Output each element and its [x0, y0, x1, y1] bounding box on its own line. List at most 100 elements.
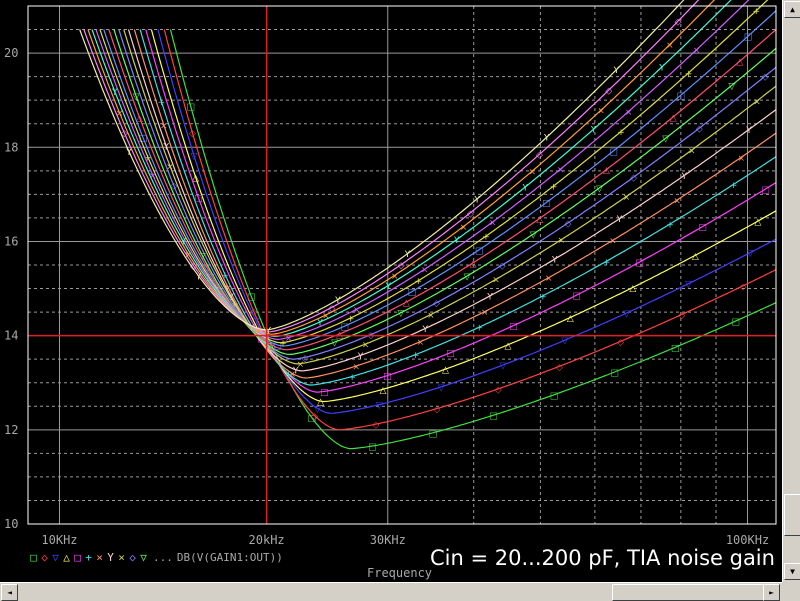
- series-marker: ◇: [328, 304, 335, 314]
- scroll-right-button[interactable]: ►: [763, 584, 780, 601]
- series-marker: Y: [551, 256, 558, 266]
- series-marker: ◇: [372, 421, 379, 431]
- series-line-cin-190: [83, 0, 700, 333]
- arrow-up-icon: ▲: [790, 5, 795, 14]
- series-marker: □: [542, 199, 551, 209]
- series-marker: ◇: [495, 385, 502, 395]
- series-group: □□□□□□□□□□◇◇◇◇◇◇◇◇◇◇▽▽▽ ▽▽▽▽▽▽▽△△△△△△△△△△…: [79, 0, 777, 453]
- series-marker: △: [567, 314, 574, 324]
- series-marker: ×: [427, 311, 435, 321]
- series-marker: △: [136, 114, 143, 124]
- series-marker: ×: [460, 223, 468, 233]
- legend-marker: ◇: [129, 551, 136, 564]
- series-marker: +: [144, 153, 152, 163]
- legend: □ ◇ ▽ △ □ + × Y × ◇ ▽... DB(V(GAIN1:OUT)): [28, 551, 283, 564]
- series-marker: Y: [473, 195, 480, 205]
- legend-marker: ▽: [140, 551, 147, 564]
- series-marker: ▽: [190, 152, 197, 162]
- scroll-down-button[interactable]: ▼: [784, 563, 800, 580]
- series-marker: Y: [422, 325, 429, 335]
- series-marker: □: [194, 194, 203, 204]
- series-marker: ×: [285, 334, 293, 344]
- series-marker: +: [550, 183, 558, 193]
- series-line-cin-100: [123, 29, 777, 365]
- series-marker: ▽: [685, 280, 692, 290]
- series-marker: ◇: [499, 262, 506, 272]
- series-marker: △: [470, 259, 477, 269]
- series-marker: ◇: [250, 307, 257, 317]
- series-marker: □: [744, 33, 753, 43]
- series-marker: +: [666, 220, 674, 230]
- series-marker: Y: [179, 238, 186, 248]
- series-marker: △: [754, 218, 761, 228]
- series-line-cin-90: [127, 29, 777, 372]
- series-marker: □: [383, 372, 392, 382]
- x-tick-label: 30KHz: [370, 533, 406, 547]
- vertical-scroll-thumb[interactable]: [784, 494, 800, 536]
- series-marker: ◇: [189, 129, 196, 139]
- series-marker: +: [685, 69, 693, 79]
- x-tick-label: 20kHz: [249, 533, 285, 547]
- series-marker: ◇: [674, 18, 681, 28]
- series-marker: ◇: [311, 412, 318, 422]
- series-marker: +: [603, 258, 611, 268]
- cursor-lines: [28, 6, 776, 524]
- series-marker: ×: [353, 362, 361, 372]
- series-marker: ◇: [434, 405, 441, 415]
- series-line-cin-140: [103, 10, 777, 347]
- series-marker: □: [677, 92, 686, 102]
- legend-marker: □: [74, 551, 81, 564]
- series-marker: □: [368, 443, 377, 453]
- vertical-scrollbar[interactable]: ▲ ▼: [782, 0, 800, 582]
- series-line-cin-160: [95, 0, 750, 341]
- series-marker: +: [348, 373, 356, 383]
- series-marker: +: [347, 314, 355, 324]
- series-marker: ×: [529, 167, 537, 177]
- legend-marker: ×: [96, 551, 103, 564]
- series-marker: □: [247, 293, 256, 303]
- series-marker: Y: [658, 63, 665, 73]
- series-marker: ×: [557, 165, 565, 175]
- series-marker: ×: [322, 311, 330, 321]
- series-marker: □: [761, 186, 770, 196]
- series-marker: □: [489, 412, 498, 422]
- x-axis-label: Frequency: [367, 566, 433, 580]
- series-marker: +: [414, 277, 422, 287]
- series-marker: ×: [625, 108, 633, 118]
- series-marker: +: [158, 98, 166, 108]
- series-line-cin-170: [91, 0, 732, 338]
- series-marker: +: [617, 128, 625, 138]
- series-marker: ◇: [259, 327, 266, 337]
- horizontal-scrollbar[interactable]: ◄ ►: [0, 582, 782, 601]
- legend-marker: △: [63, 551, 70, 564]
- series-marker: ×: [149, 171, 157, 181]
- series-marker: ×: [288, 370, 296, 380]
- series-marker: ▽: [438, 383, 445, 393]
- series-marker: ×: [297, 360, 305, 370]
- series-marker: Y: [521, 183, 528, 193]
- series-marker: ◇: [302, 354, 309, 364]
- series-marker: □: [698, 223, 707, 233]
- series-marker: ×: [489, 218, 497, 228]
- series-line-cin-70: [139, 29, 777, 386]
- series-marker: ▽: [561, 337, 568, 347]
- series-marker: △: [692, 252, 699, 262]
- series-marker: ▽: [265, 342, 272, 352]
- series-marker: △: [603, 166, 610, 176]
- series-marker: □: [308, 414, 317, 424]
- scroll-left-button[interactable]: ◄: [1, 584, 18, 601]
- series-marker: ▽: [376, 401, 383, 411]
- series-marker: +: [482, 233, 490, 243]
- series-marker: Y: [111, 88, 118, 98]
- series-marker: Y: [357, 352, 364, 362]
- scroll-up-button[interactable]: ▲: [784, 1, 800, 18]
- series-marker: ×: [737, 154, 745, 164]
- horizontal-scroll-thumb[interactable]: [612, 584, 764, 601]
- series-marker: ◇: [605, 87, 612, 97]
- series-marker: □: [509, 322, 518, 332]
- series-marker: ×: [231, 302, 239, 312]
- series-marker: ◇: [121, 129, 128, 139]
- series-marker: ×: [693, 46, 701, 56]
- series-marker: □: [610, 369, 619, 379]
